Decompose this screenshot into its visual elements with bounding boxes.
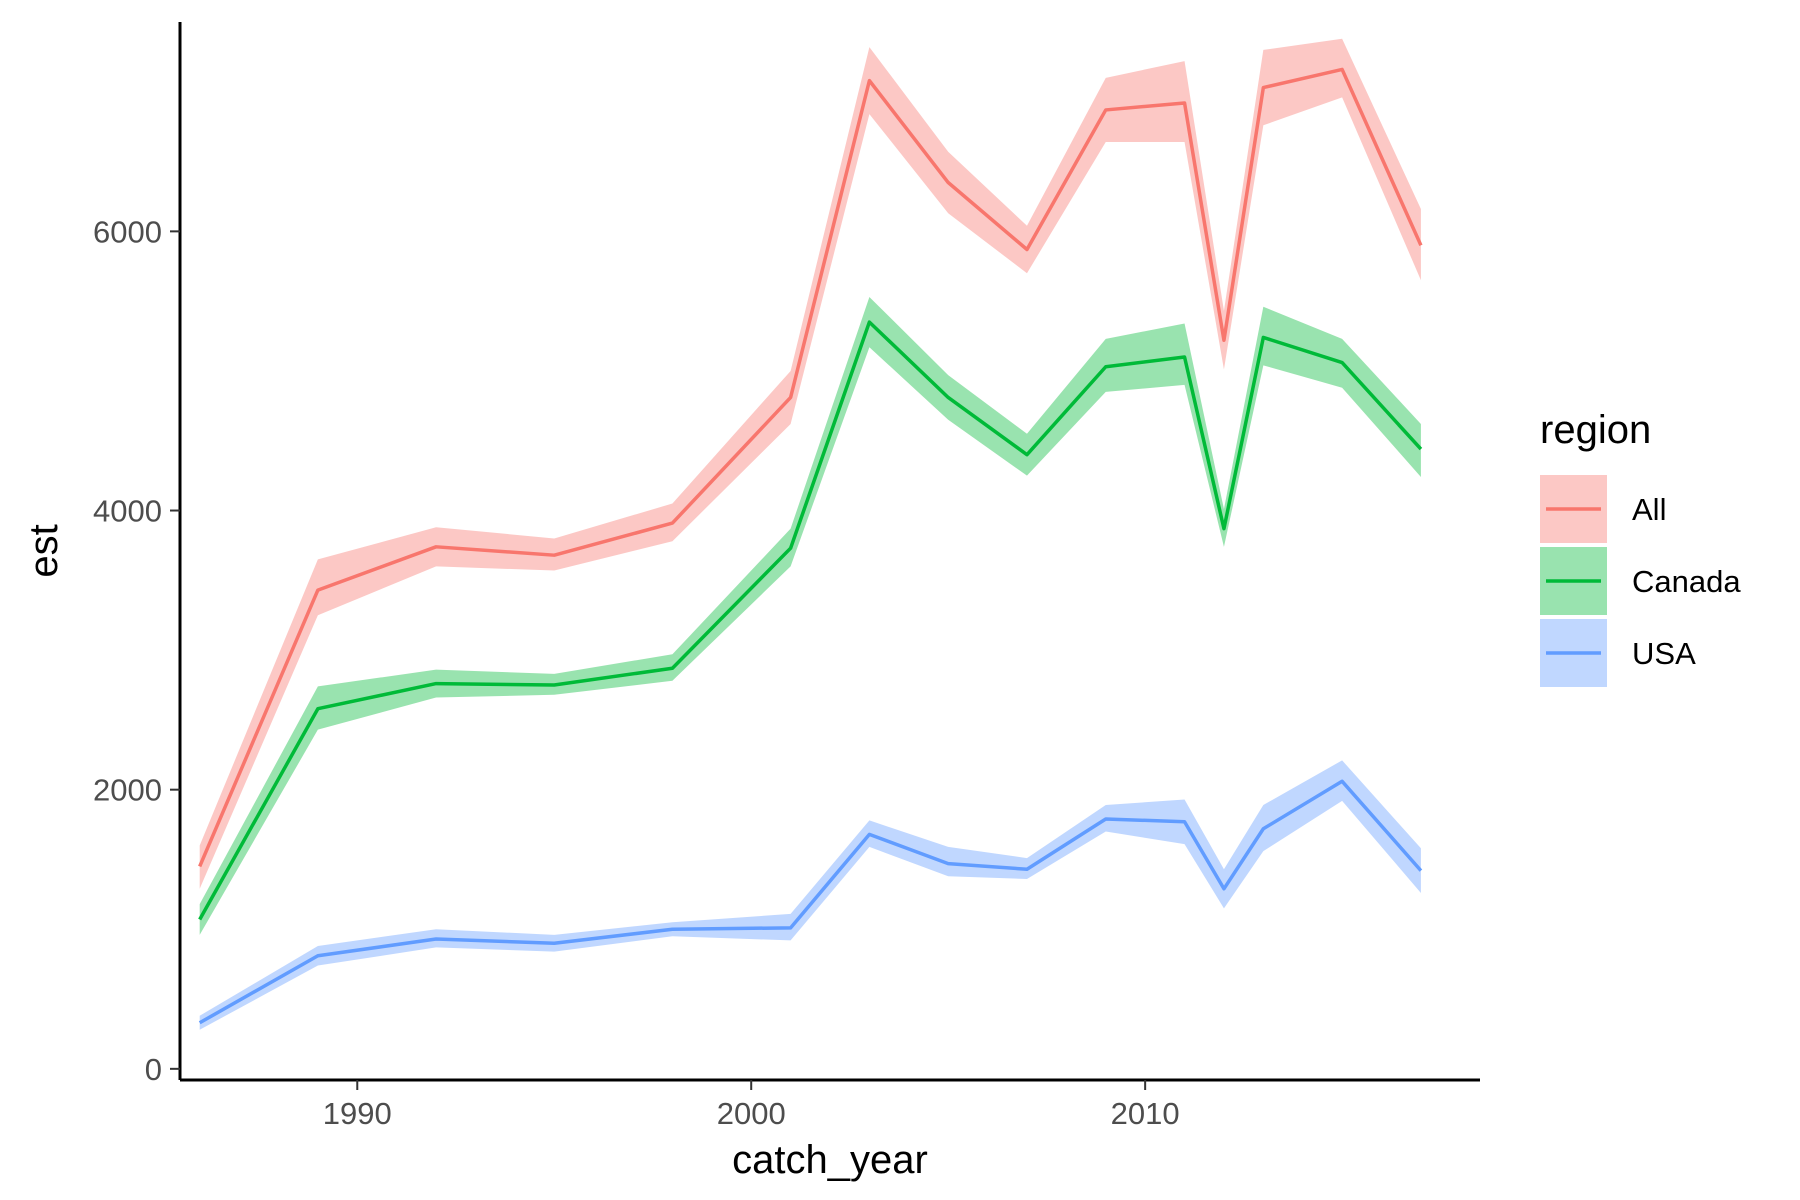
legend-item-all: All [1540, 475, 1666, 543]
band-canada [199, 296, 1421, 935]
y-tick-label: 2000 [93, 773, 162, 808]
y-tick-label: 0 [145, 1052, 162, 1087]
legend-title: region [1540, 408, 1651, 452]
y-tick-label: 6000 [93, 214, 162, 249]
y-axis-title: est [22, 524, 66, 577]
line-all [198, 67, 1423, 868]
legend-items: All Canada USA [1540, 475, 1741, 687]
legend: region All Canada USA [1540, 408, 1741, 687]
confidence-bands [199, 38, 1421, 1030]
x-tick-label: 1990 [323, 1096, 392, 1131]
line-usa [198, 779, 1423, 1025]
legend-item-canada: Canada [1540, 547, 1741, 615]
x-tick-label: 2000 [717, 1096, 786, 1131]
y-axis-ticks: 0 2000 4000 6000 [93, 214, 180, 1087]
x-tick-label: 2010 [1111, 1096, 1180, 1131]
band-usa [199, 760, 1421, 1030]
legend-label: All [1632, 492, 1666, 527]
line-canada [198, 320, 1423, 921]
legend-label: USA [1632, 636, 1696, 671]
series-lines [198, 67, 1423, 1025]
x-axis-title: catch_year [732, 1138, 928, 1182]
x-axis-ticks: 1990 2000 2010 [323, 1080, 1180, 1131]
y-tick-label: 4000 [93, 494, 162, 529]
legend-label: Canada [1632, 564, 1741, 599]
legend-item-usa: USA [1540, 619, 1696, 687]
